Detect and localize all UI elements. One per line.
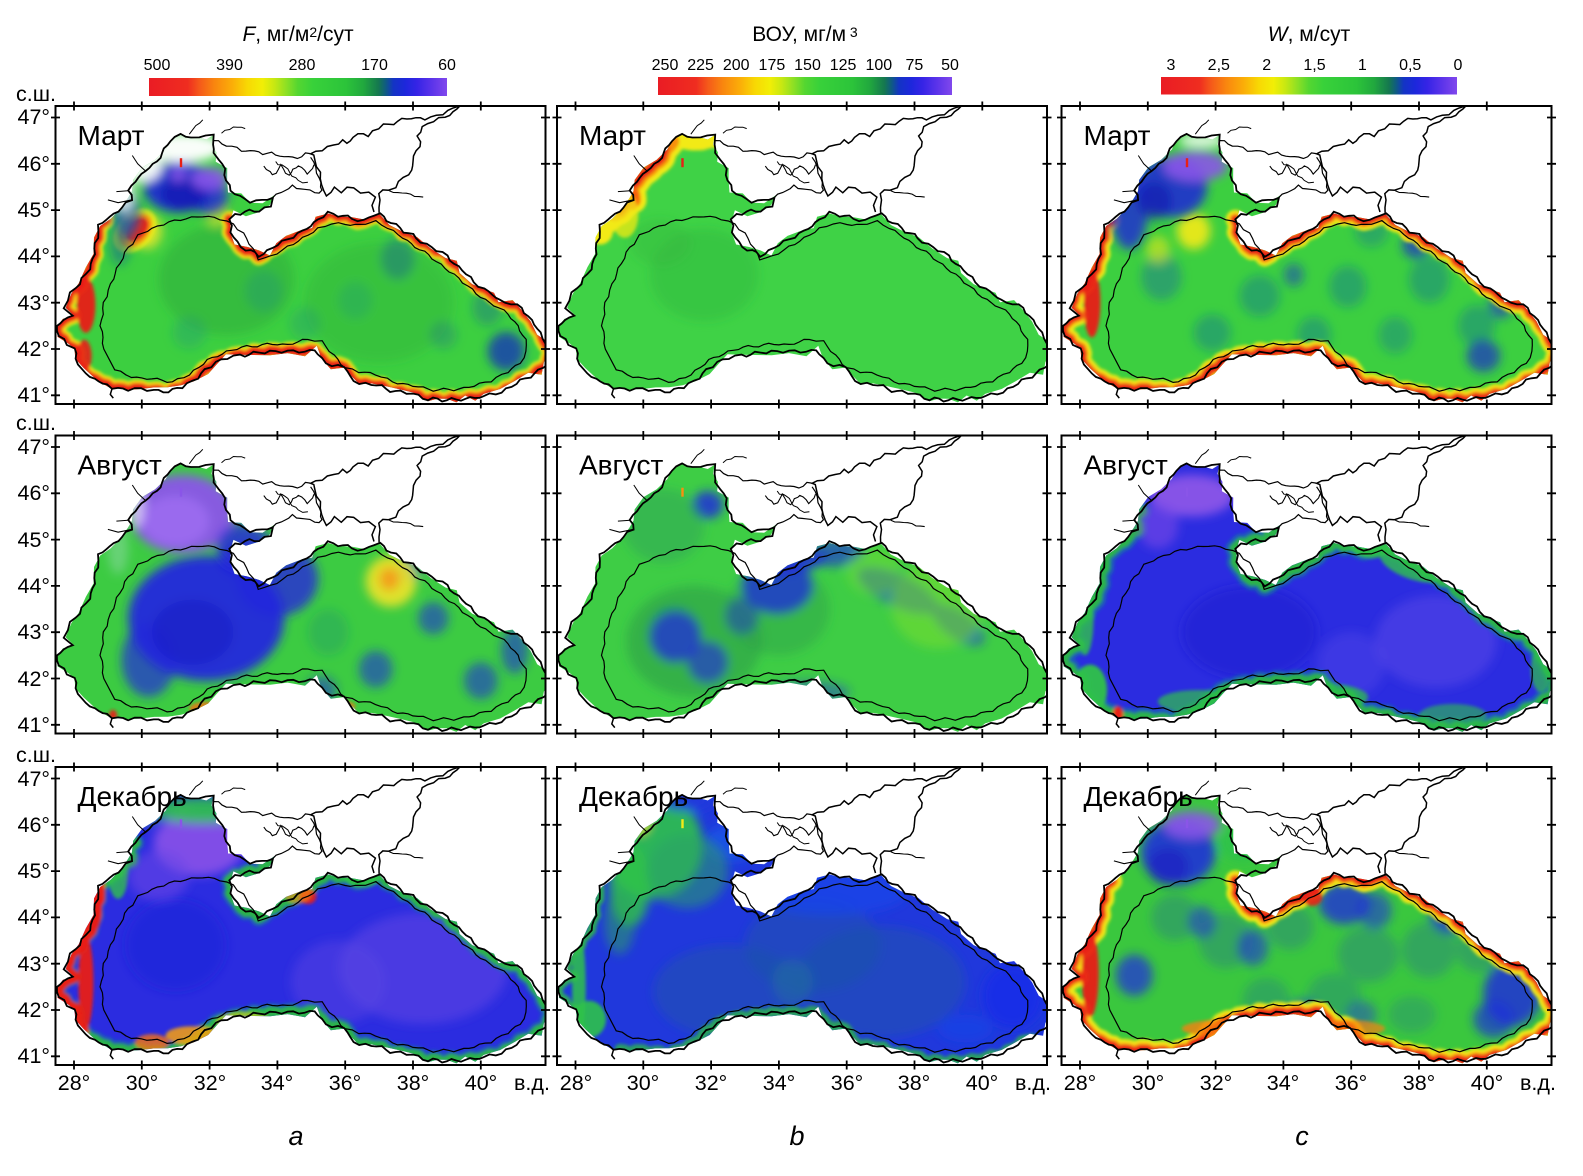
svg-text:46°: 46° <box>17 813 50 837</box>
svg-text:75: 75 <box>906 57 924 74</box>
svg-text:a: a <box>288 1121 303 1151</box>
svg-text:44°: 44° <box>17 244 50 268</box>
svg-text:в.д.: в.д. <box>1520 1071 1556 1095</box>
svg-text:200: 200 <box>723 57 750 74</box>
svg-text:Август: Август <box>78 450 162 481</box>
svg-text:38°: 38° <box>1403 1071 1436 1095</box>
svg-text:42°: 42° <box>17 667 50 691</box>
svg-text:с.ш.: с.ш. <box>16 411 56 435</box>
svg-text:Март: Март <box>1084 120 1151 151</box>
svg-text:36°: 36° <box>1335 1071 1368 1095</box>
svg-text:47°: 47° <box>17 435 50 459</box>
svg-text:150: 150 <box>794 57 821 74</box>
svg-text:28°: 28° <box>58 1071 91 1095</box>
svg-text:42°: 42° <box>17 998 50 1022</box>
svg-text:45°: 45° <box>17 198 50 222</box>
svg-text:36°: 36° <box>329 1071 362 1095</box>
svg-text:28°: 28° <box>1064 1071 1097 1095</box>
svg-text:44°: 44° <box>17 574 50 598</box>
svg-text:43°: 43° <box>17 952 50 976</box>
svg-text:45°: 45° <box>17 528 50 552</box>
svg-text:38°: 38° <box>898 1071 931 1095</box>
svg-text:41°: 41° <box>17 383 50 407</box>
svg-text:0: 0 <box>1454 57 1463 74</box>
svg-text:46°: 46° <box>17 152 50 176</box>
svg-text:43°: 43° <box>17 291 50 315</box>
svg-text:Декабрь: Декабрь <box>579 781 688 812</box>
svg-text:2: 2 <box>1262 57 1271 74</box>
svg-text:2,5: 2,5 <box>1208 57 1230 74</box>
svg-text:32°: 32° <box>695 1071 728 1095</box>
svg-text:30°: 30° <box>627 1071 660 1095</box>
svg-text:170: 170 <box>361 57 388 74</box>
svg-text:45°: 45° <box>17 859 50 883</box>
svg-text:36°: 36° <box>831 1071 864 1095</box>
svg-text:с.ш.: с.ш. <box>16 743 56 767</box>
svg-text:1: 1 <box>1358 57 1367 74</box>
svg-text:в.д.: в.д. <box>1015 1071 1051 1095</box>
svg-text:Август: Август <box>1084 450 1168 481</box>
svg-text:c: c <box>1295 1121 1309 1151</box>
svg-text:41°: 41° <box>17 1044 50 1068</box>
svg-text:40°: 40° <box>465 1071 498 1095</box>
svg-text:47°: 47° <box>17 105 50 129</box>
svg-text:225: 225 <box>687 57 714 74</box>
svg-text:Март: Март <box>78 120 145 151</box>
svg-text:30°: 30° <box>126 1071 159 1095</box>
svg-text:в.д.: в.д. <box>514 1071 550 1095</box>
svg-text:40°: 40° <box>1471 1071 1504 1095</box>
svg-text:100: 100 <box>865 57 892 74</box>
svg-text:32°: 32° <box>194 1071 227 1095</box>
svg-text:46°: 46° <box>17 481 50 505</box>
svg-text:Декабрь: Декабрь <box>1084 781 1193 812</box>
svg-text:280: 280 <box>289 57 316 74</box>
svg-text:47°: 47° <box>17 767 50 791</box>
svg-text:3: 3 <box>1167 57 1176 74</box>
svg-text:Август: Август <box>579 450 663 481</box>
svg-text:250: 250 <box>652 57 679 74</box>
svg-text:500: 500 <box>144 57 171 74</box>
svg-text:30°: 30° <box>1132 1071 1165 1095</box>
svg-text:ВОУ, мг/м 3: ВОУ, мг/м 3 <box>752 23 858 46</box>
svg-text:с.ш.: с.ш. <box>16 82 56 106</box>
svg-text:44°: 44° <box>17 905 50 929</box>
svg-text:38°: 38° <box>397 1071 430 1095</box>
svg-text:40°: 40° <box>966 1071 999 1095</box>
svg-text:42°: 42° <box>17 337 50 361</box>
svg-text:Декабрь: Декабрь <box>78 781 187 812</box>
svg-text:43°: 43° <box>17 620 50 644</box>
svg-text:175: 175 <box>759 57 786 74</box>
svg-text:1,5: 1,5 <box>1303 57 1325 74</box>
svg-text:32°: 32° <box>1200 1071 1233 1095</box>
svg-text:34°: 34° <box>1267 1071 1300 1095</box>
svg-text:F, мг/м2/сут: F, мг/м2/сут <box>242 23 354 46</box>
svg-text:50: 50 <box>941 57 959 74</box>
svg-text:W, м/сут: W, м/сут <box>1268 23 1351 46</box>
svg-text:60: 60 <box>438 57 456 74</box>
svg-text:125: 125 <box>830 57 857 74</box>
svg-text:b: b <box>789 1121 804 1151</box>
svg-text:390: 390 <box>216 57 243 74</box>
svg-text:28°: 28° <box>560 1071 593 1095</box>
svg-text:34°: 34° <box>763 1071 796 1095</box>
svg-text:0,5: 0,5 <box>1399 57 1421 74</box>
svg-text:34°: 34° <box>261 1071 294 1095</box>
svg-text:Март: Март <box>579 120 646 151</box>
svg-text:41°: 41° <box>17 713 50 737</box>
